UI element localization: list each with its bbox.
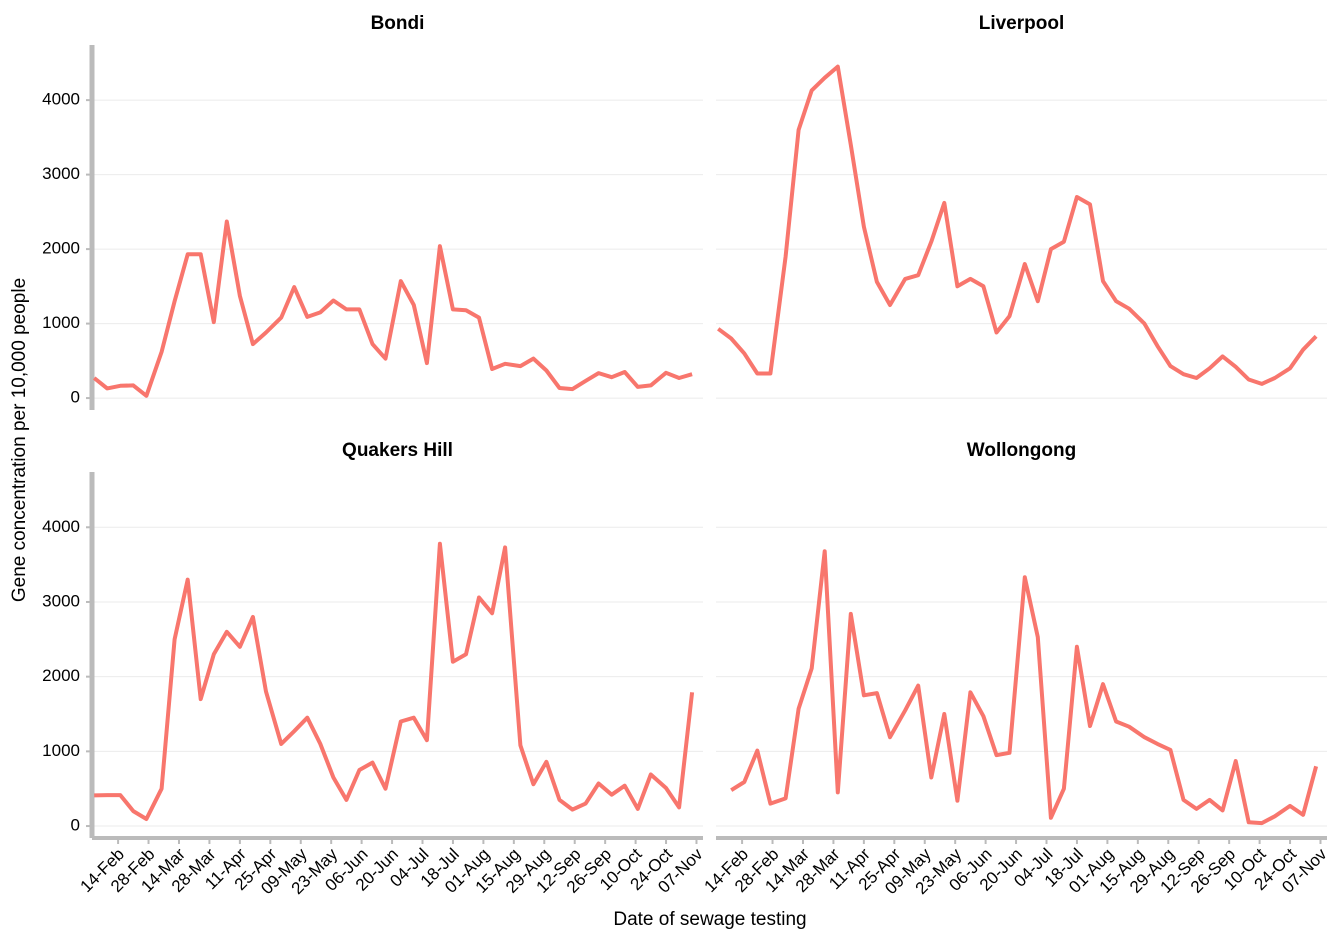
panel-title: Wollongong [967,440,1076,461]
y-tick-label: 2000 [42,239,80,258]
panel-title: Bondi [371,13,425,34]
y-tick-label: 4000 [42,517,80,536]
y-tick-label: 0 [71,816,80,835]
data-line [730,549,1319,826]
y-tick-label: 4000 [42,90,80,109]
y-tick-label: 0 [71,388,80,407]
y-tick-label: 1000 [42,741,80,760]
y-tick-label: 1000 [42,313,80,332]
data-line [92,219,693,398]
panel-title: Quakers Hill [342,440,453,461]
y-tick-label: 3000 [42,164,80,183]
y-tick-label: 3000 [42,591,80,610]
y-tick-label: 2000 [42,666,80,685]
data-line [94,541,695,821]
x-axis-title: Date of sewage testing [613,909,806,930]
panel-title: Liverpool [979,13,1065,34]
data-line [717,64,1318,386]
y-axis-title: Gene concentration per 10,000 people [9,278,30,602]
